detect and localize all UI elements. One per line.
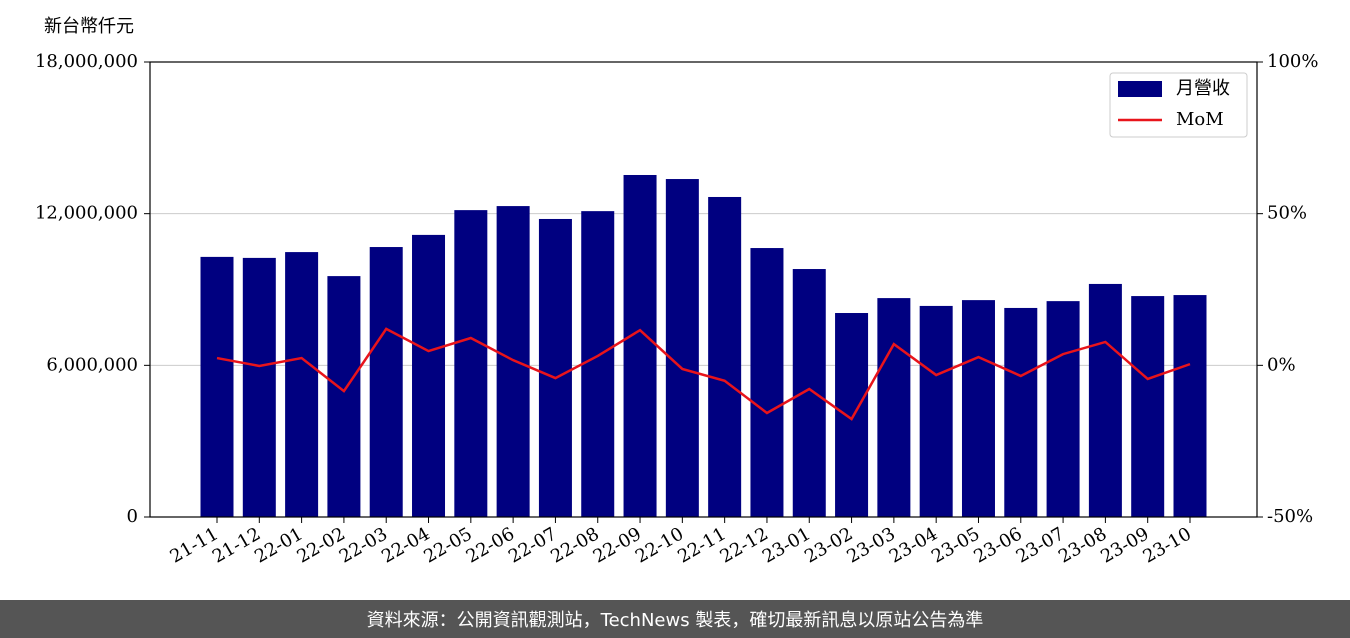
y-tick-label: 6,000,000 xyxy=(46,354,138,375)
bar xyxy=(665,179,699,517)
x-tick-label: 23-10 xyxy=(1140,523,1195,567)
line xyxy=(216,327,1191,421)
y2-tick-label: 0% xyxy=(1267,354,1296,375)
bar xyxy=(961,300,995,517)
y-tick-label: 0 xyxy=(127,506,138,527)
bar xyxy=(369,247,403,518)
bar xyxy=(750,248,784,518)
bar xyxy=(581,211,615,517)
legend-swatch xyxy=(1118,81,1162,97)
bar xyxy=(877,298,911,517)
bar xyxy=(835,313,869,517)
footer: 資料來源：公開資訊觀測站，TechNews 製表，確切最新訊息以原站公告為準 xyxy=(0,600,1350,638)
bar xyxy=(1088,283,1122,517)
bar xyxy=(1131,296,1165,517)
bar xyxy=(708,196,742,517)
bar xyxy=(454,210,488,517)
bar xyxy=(1004,307,1038,517)
bar xyxy=(200,256,234,517)
y-axis-label: 新台幣仟元 xyxy=(44,16,134,37)
y2-tick-label: 100% xyxy=(1267,51,1318,72)
bar xyxy=(285,252,319,518)
bar xyxy=(496,206,530,518)
bar xyxy=(327,276,361,517)
plot-frame xyxy=(149,61,1258,518)
bar xyxy=(538,218,572,517)
y2-tick-label: 50% xyxy=(1267,203,1307,224)
y-tick-label: 12,000,000 xyxy=(35,203,138,224)
bar xyxy=(792,269,826,517)
bar xyxy=(412,234,446,517)
legend-label: 月營收 xyxy=(1176,78,1230,99)
bar xyxy=(623,174,657,517)
legend-label: MoM xyxy=(1176,109,1224,130)
bar xyxy=(919,305,953,517)
y-tick-label: 18,000,000 xyxy=(35,51,138,72)
y2-tick-label: -50% xyxy=(1267,506,1313,527)
bar xyxy=(1173,295,1207,517)
chart: 新台幣仟元 0 6,000,000 12,000,000 18,000,000 -50%… xyxy=(35,16,1319,568)
bar xyxy=(1046,301,1080,517)
bar xyxy=(242,257,276,517)
